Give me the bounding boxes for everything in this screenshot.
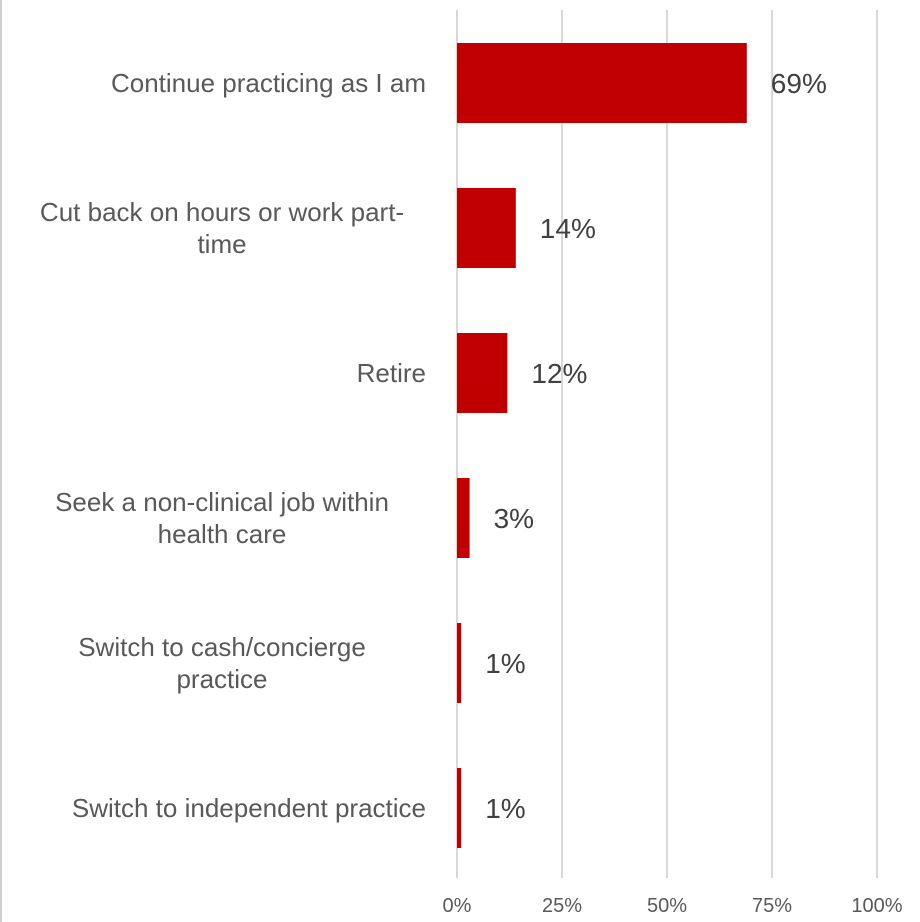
x-tick-label: 75%	[752, 895, 792, 917]
x-tick-label: 100%	[851, 895, 902, 917]
category-label: practice	[176, 664, 267, 694]
x-tick-label: 0%	[443, 895, 472, 917]
category-label: Switch to independent practice	[72, 793, 426, 823]
value-label: 1%	[485, 648, 525, 679]
category-label: Retire	[357, 358, 426, 388]
value-label: 12%	[531, 358, 587, 389]
value-label: 69%	[771, 68, 827, 99]
category-label: Continue practicing as I am	[111, 68, 426, 98]
bar	[457, 623, 462, 703]
x-tick-label: 25%	[542, 895, 582, 917]
category-label: Seek a non-clinical job within	[55, 487, 389, 517]
category-label: Cut back on hours or work part-	[40, 197, 404, 227]
category-label: time	[197, 229, 246, 259]
x-tick-label: 50%	[647, 895, 687, 917]
bar	[457, 478, 470, 558]
bar	[457, 768, 462, 848]
gridlines	[456, 10, 878, 878]
category-label: health care	[158, 519, 287, 549]
bars	[457, 43, 747, 848]
category-labels: Continue practicing as I am Cut back on h…	[40, 68, 426, 823]
bar	[457, 43, 747, 123]
bar	[457, 333, 508, 413]
x-axis-tick-labels: 0% 25% 50% 75% 100%	[443, 895, 903, 917]
value-label: 1%	[485, 793, 525, 824]
bar	[457, 188, 516, 268]
category-label: Switch to cash/concierge	[78, 632, 366, 662]
value-labels: 69% 14% 12% 3% 1% 1%	[485, 68, 827, 824]
value-label: 3%	[494, 503, 534, 534]
value-label: 14%	[540, 213, 596, 244]
